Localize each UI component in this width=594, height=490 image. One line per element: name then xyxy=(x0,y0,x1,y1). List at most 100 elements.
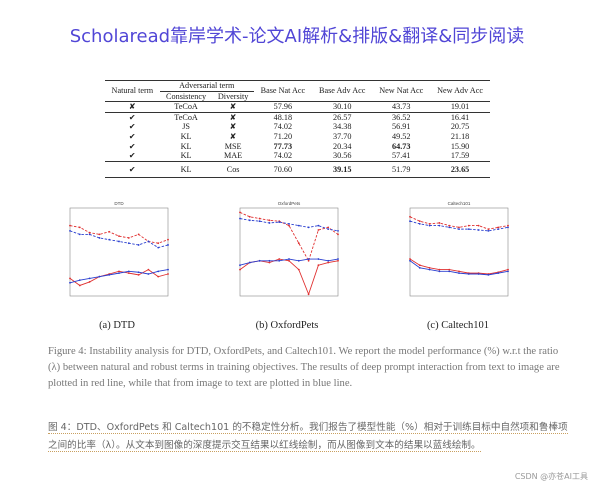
point xyxy=(288,258,290,260)
point xyxy=(477,224,480,227)
table-cell: ✘ xyxy=(105,101,160,113)
point xyxy=(137,273,140,276)
point xyxy=(167,238,169,241)
point xyxy=(438,222,441,224)
point xyxy=(458,270,460,273)
point xyxy=(127,237,130,239)
point xyxy=(307,258,310,260)
point xyxy=(497,226,500,229)
point xyxy=(467,224,470,227)
point xyxy=(448,224,451,227)
app-title: Scholaread靠岸学术-论文AI解析&排版&翻译&同步阅读 xyxy=(69,26,525,47)
table-row: ✔ KL Cos 70.60 39.15 51.79 23.65 xyxy=(105,160,490,179)
point xyxy=(147,240,150,243)
table-cell: 57.41 xyxy=(392,151,411,161)
point xyxy=(69,281,71,284)
table-cell: 64.73 xyxy=(392,141,411,151)
point xyxy=(409,259,411,262)
table-cell: Cos xyxy=(212,160,254,179)
point xyxy=(438,268,441,271)
plot-area xyxy=(69,207,169,297)
point xyxy=(268,222,271,224)
point xyxy=(78,284,81,287)
table-cell: ✔ xyxy=(128,141,136,151)
table-cell: MSE xyxy=(224,141,242,151)
table-cell: 56.91 xyxy=(392,122,411,132)
series-line xyxy=(239,258,339,296)
table-body: ✘ TeCoA ✘ 57.96 30.10 43.73 19.01 ✔ TeCoA ✘ 48.18 2… xyxy=(105,101,490,179)
table-cell: 43.73 xyxy=(372,101,431,113)
table-cell: JS xyxy=(182,122,190,132)
table-cell: 20.34 xyxy=(332,141,352,151)
point xyxy=(167,244,169,246)
point xyxy=(108,273,111,276)
point xyxy=(268,259,271,262)
table-cell: KL xyxy=(180,151,192,161)
point xyxy=(467,228,470,231)
point xyxy=(108,238,111,241)
point xyxy=(258,220,261,223)
point xyxy=(448,270,451,273)
table-cell: 70.60 xyxy=(253,160,312,179)
point xyxy=(288,224,290,227)
point xyxy=(297,242,300,245)
point xyxy=(288,259,290,262)
point xyxy=(428,222,431,225)
table-cell: 21.18 xyxy=(450,131,470,141)
col-header: Base Adv Acc xyxy=(312,79,373,102)
point xyxy=(337,229,339,232)
point xyxy=(147,268,150,271)
point xyxy=(418,222,421,225)
table-cell: 37.70 xyxy=(332,131,352,141)
results-table: Natural term Adversarial term Base Nat A… xyxy=(105,79,490,179)
point xyxy=(418,264,421,267)
point xyxy=(157,246,160,249)
point xyxy=(127,270,130,273)
point xyxy=(167,273,169,275)
table-cell: ✔ xyxy=(105,160,160,179)
point xyxy=(88,231,91,234)
translated-caption: 图 4：DTD、OxfordPets 和 Caltech101 的不稳定性分析。… xyxy=(48,419,568,454)
point xyxy=(147,273,150,275)
table-row: ✔ KL MAE 74.02 30.56 57.41 17.59 xyxy=(105,151,490,161)
point xyxy=(137,233,140,236)
point xyxy=(497,228,500,231)
point xyxy=(239,217,241,220)
chart-title: Caltech101 xyxy=(448,201,471,206)
point xyxy=(248,215,251,218)
point xyxy=(288,222,290,225)
chart-title: OxfordPets xyxy=(278,201,301,206)
table-cell: 23.65 xyxy=(430,160,490,179)
table-cell: 30.10 xyxy=(312,101,373,113)
table-cell: ✘ xyxy=(229,122,237,132)
table-cell: 19.01 xyxy=(430,101,490,113)
point xyxy=(458,226,460,229)
point xyxy=(477,229,480,231)
table-cell: 16.41 xyxy=(430,111,490,123)
point xyxy=(428,266,431,269)
point xyxy=(278,221,281,223)
watermark: CSDN @亦苍AI工具 xyxy=(514,472,588,481)
table-cell: 77.73 xyxy=(273,141,293,151)
point xyxy=(458,272,460,275)
point xyxy=(487,229,490,232)
point xyxy=(409,220,411,223)
point xyxy=(239,268,241,271)
table-cell: 57.96 xyxy=(253,101,312,113)
point xyxy=(297,224,300,227)
group-header: Adversarial term xyxy=(159,80,254,92)
point xyxy=(428,268,431,271)
table-cell: ✘ xyxy=(212,111,254,123)
table-cell: ✔ xyxy=(128,131,136,141)
table-cell: 51.79 xyxy=(372,160,431,179)
table-cell: ✘ xyxy=(212,101,254,113)
table-cell: ✘ xyxy=(229,131,237,141)
point xyxy=(418,220,421,223)
point xyxy=(258,259,261,262)
figure-caption: Figure 4: Instability analysis for DTD, … xyxy=(48,346,560,389)
point xyxy=(307,226,310,229)
table-cell: 74.02 xyxy=(273,122,293,132)
series-line xyxy=(239,211,339,262)
point xyxy=(507,268,509,271)
table-cell: 26.57 xyxy=(312,111,373,123)
